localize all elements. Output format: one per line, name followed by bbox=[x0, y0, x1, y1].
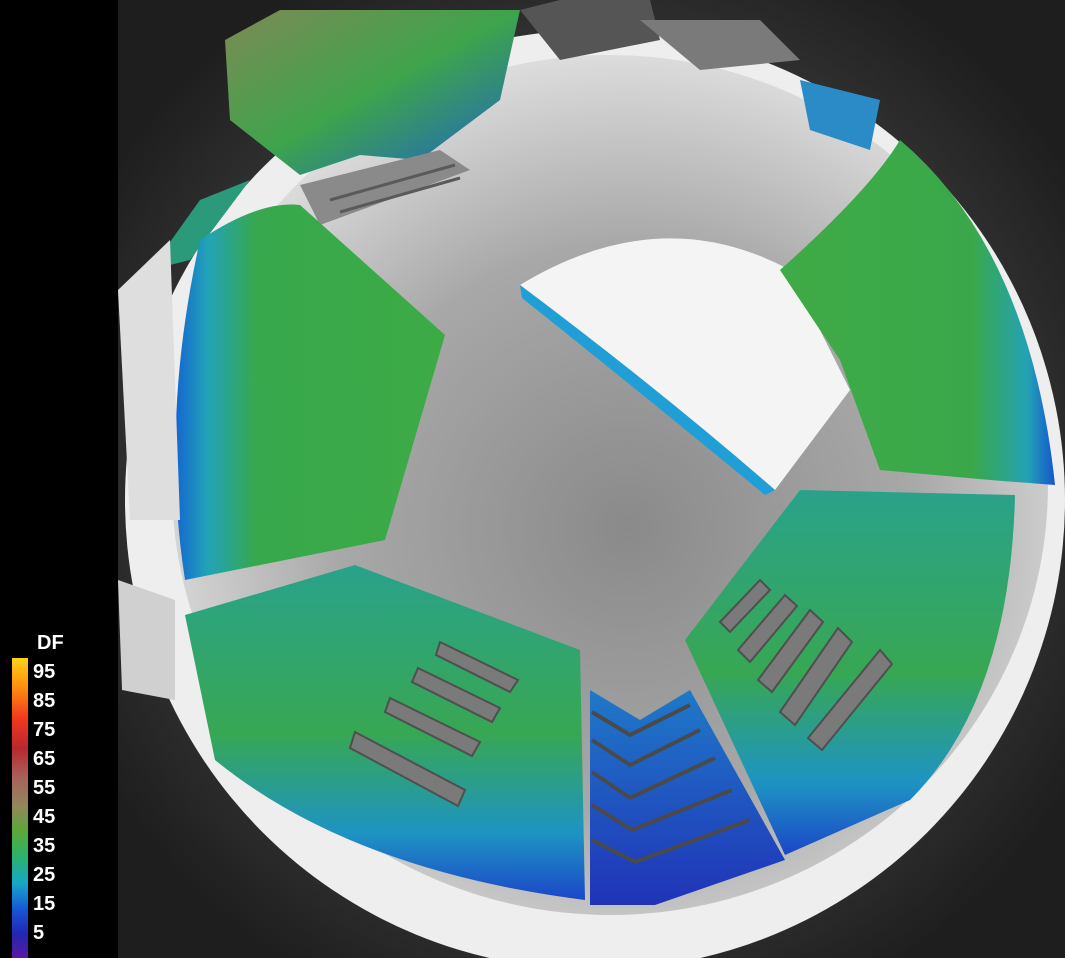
legend-label-55: 55 bbox=[33, 777, 56, 799]
df-legend: DF 95 85 75 65 55 45 35 25 15 5 bbox=[0, 0, 118, 958]
legend-label-75: 75 bbox=[33, 719, 56, 741]
legend-label-15: 15 bbox=[33, 893, 56, 915]
legend-label-45: 45 bbox=[33, 806, 56, 828]
corridor bbox=[590, 690, 785, 905]
legend-label-35: 35 bbox=[33, 835, 56, 857]
legend-title: DF bbox=[37, 632, 64, 654]
legend-label-25: 25 bbox=[33, 864, 56, 886]
right-panel bbox=[780, 140, 1055, 485]
left-panel bbox=[175, 204, 445, 580]
legend-label-5: 5 bbox=[33, 922, 45, 944]
bottom-left-panel bbox=[185, 565, 585, 900]
legend-color-bar bbox=[12, 658, 28, 958]
legend-label-85: 85 bbox=[33, 690, 56, 712]
legend-label-95: 95 bbox=[33, 661, 56, 683]
bottom-right-panel bbox=[685, 490, 1015, 855]
legend-label-65: 65 bbox=[33, 748, 56, 770]
